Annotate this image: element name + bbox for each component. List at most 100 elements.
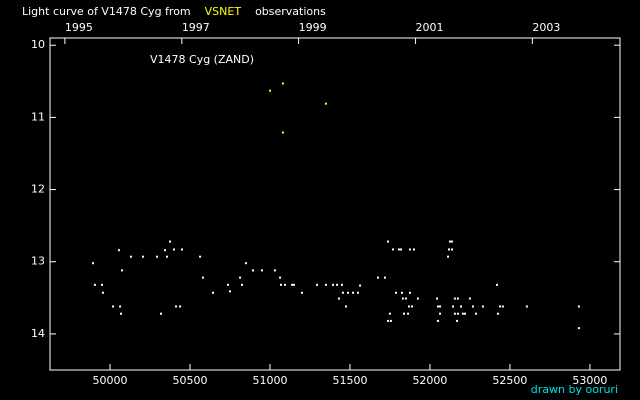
data-point <box>456 297 459 300</box>
data-point <box>359 284 362 287</box>
data-point <box>244 262 247 265</box>
data-point <box>129 255 132 258</box>
data-point <box>412 248 415 251</box>
data-point <box>279 276 282 279</box>
data-point <box>93 283 96 286</box>
data-point <box>496 312 499 315</box>
x2-tick-label: 2003 <box>532 21 560 34</box>
data-point <box>199 255 202 258</box>
data-point <box>461 312 464 315</box>
data-point <box>439 305 442 308</box>
data-point <box>228 290 231 293</box>
data-point <box>268 89 271 92</box>
data-point <box>92 262 95 265</box>
data-point <box>436 319 439 322</box>
y-tick-label: 10 <box>31 38 45 51</box>
x-tick-label: 51000 <box>252 374 287 387</box>
data-point <box>101 291 104 294</box>
data-point <box>335 283 338 286</box>
data-point <box>401 297 404 300</box>
data-point <box>160 312 163 315</box>
data-point <box>499 305 502 308</box>
data-point <box>439 312 442 315</box>
data-point <box>407 305 410 308</box>
x-tick-label: 50000 <box>92 374 127 387</box>
x-tick-label: 50500 <box>172 374 207 387</box>
data-point <box>180 248 183 251</box>
data-point <box>376 276 379 279</box>
x-tick-label: 53000 <box>572 374 607 387</box>
title-part: Light curve of V1478 Cyg from <box>22 5 191 18</box>
data-point <box>389 319 392 322</box>
data-point <box>388 312 391 315</box>
data-point <box>525 305 528 308</box>
data-point <box>451 305 454 308</box>
data-point <box>356 291 359 294</box>
data-point <box>337 297 340 300</box>
data-point <box>447 248 450 251</box>
data-point <box>324 283 327 286</box>
data-point <box>387 240 390 243</box>
data-point <box>168 240 171 243</box>
data-point <box>481 305 484 308</box>
data-point <box>281 131 284 134</box>
data-point <box>471 305 474 308</box>
data-point <box>391 248 394 251</box>
data-point <box>120 312 123 315</box>
data-point <box>448 240 451 243</box>
data-point <box>117 249 120 252</box>
data-point <box>475 312 478 315</box>
data-point <box>408 248 411 251</box>
data-point <box>416 297 419 300</box>
data-point <box>344 305 347 308</box>
y-tick-label: 11 <box>31 110 45 123</box>
data-point <box>165 255 168 258</box>
data-point <box>347 291 350 294</box>
data-point <box>459 305 462 308</box>
data-point <box>403 312 406 315</box>
data-point <box>212 291 215 294</box>
data-point <box>112 305 115 308</box>
data-point <box>164 249 167 252</box>
data-point <box>383 276 386 279</box>
data-point <box>577 327 580 330</box>
title-part: VSNET <box>205 5 242 18</box>
data-point <box>179 305 182 308</box>
data-point <box>324 102 327 105</box>
data-point <box>340 283 343 286</box>
data-point <box>260 269 263 272</box>
data-point <box>100 283 103 286</box>
data-point <box>400 291 403 294</box>
plot-frame <box>49 37 621 371</box>
data-point <box>281 82 284 85</box>
data-point <box>447 255 450 258</box>
x-tick-label: 52500 <box>492 374 527 387</box>
x2-tick-label: 2001 <box>416 21 444 34</box>
data-point <box>468 297 471 300</box>
data-point <box>408 291 411 294</box>
data-point <box>119 305 122 308</box>
data-point <box>273 269 276 272</box>
data-point <box>501 305 504 308</box>
credit: drawn by ooruri <box>531 383 618 396</box>
data-point <box>436 305 439 308</box>
data-point <box>397 248 400 251</box>
data-point <box>239 276 242 279</box>
data-point <box>577 305 580 308</box>
annotation: V1478 Cyg (ZAND) <box>150 53 254 66</box>
data-point <box>451 248 454 251</box>
data-point <box>201 276 204 279</box>
data-point <box>387 319 390 322</box>
data-point <box>292 283 295 286</box>
data-point <box>463 312 466 315</box>
data-point <box>141 255 144 258</box>
data-point <box>453 297 456 300</box>
data-point <box>341 291 344 294</box>
data-point <box>453 312 456 315</box>
x-tick-label: 51500 <box>332 374 367 387</box>
y-tick-label: 13 <box>31 255 45 268</box>
x-tick-label: 52000 <box>412 374 447 387</box>
data-point <box>280 283 283 286</box>
